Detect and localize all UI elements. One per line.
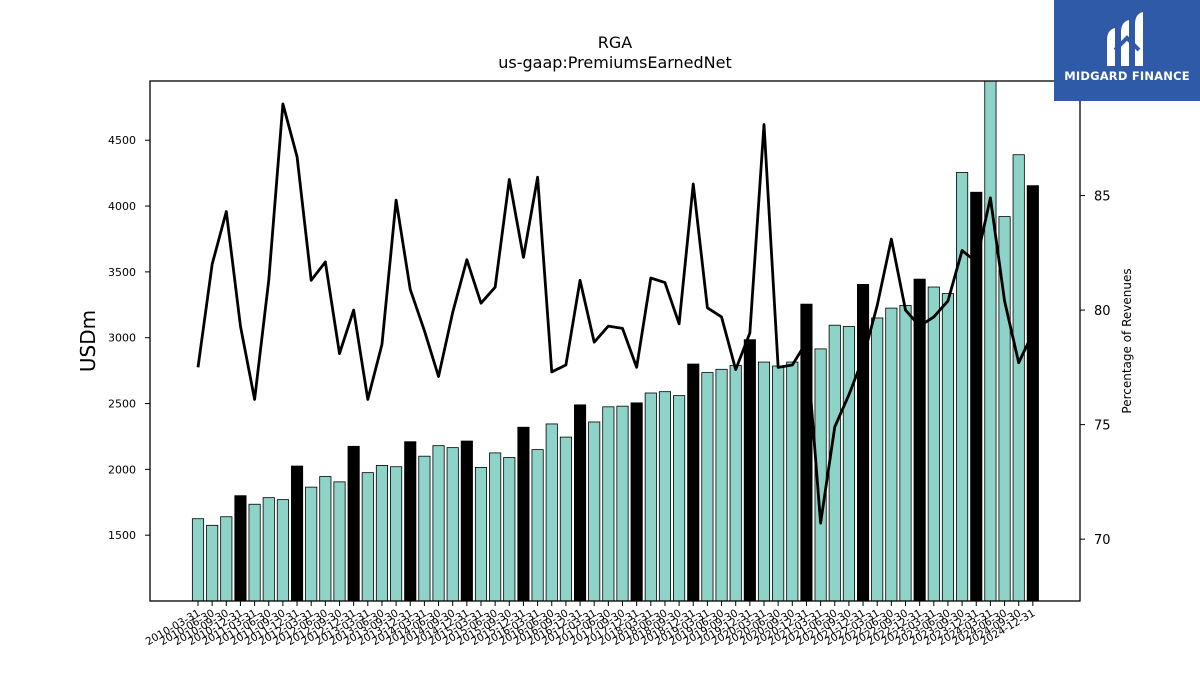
y2-tick-label: 80 — [1094, 304, 1111, 319]
bar — [404, 441, 417, 602]
bar — [701, 372, 714, 602]
bar — [333, 481, 346, 602]
bar — [602, 406, 615, 602]
bar — [347, 445, 360, 602]
y-tick-label: 3000 — [108, 332, 136, 345]
y-tick-label: 2500 — [108, 398, 136, 411]
y-axis-label: USDm — [76, 310, 100, 372]
bar — [715, 368, 728, 602]
bar — [559, 436, 572, 602]
bar — [871, 317, 884, 602]
bar — [956, 172, 969, 602]
x-axis: 2010-03-312010-06-302010-09-302010-12-31… — [144, 601, 1037, 648]
y-axis: 1500 2000 2500 3000 3500 4000 4500 — [108, 134, 150, 542]
bar — [319, 476, 332, 602]
bar — [574, 404, 587, 602]
y2-tick-label: 85 — [1094, 190, 1111, 205]
bar — [517, 426, 530, 602]
bar — [1026, 185, 1039, 602]
bar — [191, 518, 205, 602]
y-tick-label: 2000 — [108, 463, 136, 476]
bar — [503, 457, 516, 602]
bar-series — [191, 80, 1039, 602]
bar — [885, 307, 898, 602]
bar — [489, 452, 502, 602]
bar — [545, 423, 558, 602]
bar — [941, 293, 954, 602]
y2-axis-label: Percentage of Revenues — [1120, 268, 1134, 413]
y2-tick-label: 75 — [1094, 419, 1111, 434]
bar — [729, 364, 742, 602]
bar — [786, 361, 799, 602]
y-tick-label: 4000 — [108, 200, 136, 213]
bar — [658, 391, 671, 602]
bar — [857, 283, 870, 602]
bar — [531, 449, 544, 602]
y-tick-label: 3500 — [108, 266, 136, 279]
bar — [899, 305, 912, 602]
bar — [276, 499, 289, 602]
bar — [206, 524, 219, 602]
bar — [757, 361, 771, 602]
bar — [842, 326, 855, 602]
y2-tick-label: 70 — [1094, 533, 1111, 548]
bar — [644, 392, 657, 602]
bar — [927, 286, 940, 602]
y2-axis: 70 75 80 85 — [1080, 190, 1111, 548]
bar — [984, 80, 997, 602]
chart-title: RGA — [598, 33, 633, 52]
bar — [305, 486, 318, 602]
line-series — [196, 102, 1035, 525]
brand-logo: MIDGARD FINANCE — [1054, 0, 1200, 101]
bar — [970, 191, 983, 602]
chart-subtitle: us-gaap:PremiumsEarnedNet — [498, 53, 732, 72]
logo-mark-icon — [1107, 12, 1143, 66]
bar — [1012, 154, 1025, 602]
bar — [630, 402, 643, 602]
bar — [262, 497, 275, 602]
bar — [743, 339, 756, 602]
bar — [418, 455, 431, 602]
bar — [673, 395, 686, 602]
bar — [290, 465, 304, 602]
bar — [460, 440, 473, 602]
bar — [375, 465, 388, 602]
logo-text: MIDGARD FINANCE — [1064, 69, 1190, 83]
bar — [687, 363, 700, 602]
y-tick-label: 4500 — [108, 134, 136, 147]
bar — [474, 466, 488, 602]
bar — [248, 503, 261, 602]
y-tick-label: 1500 — [108, 529, 136, 542]
bar — [432, 445, 445, 602]
bar — [616, 405, 629, 602]
bar — [772, 365, 785, 602]
bar — [390, 466, 403, 602]
plot-frame — [149, 80, 1081, 602]
bar — [220, 516, 233, 602]
line-mark — [196, 102, 1035, 525]
bar — [588, 421, 601, 602]
bar — [446, 447, 459, 602]
bar — [361, 472, 374, 602]
bar — [234, 495, 247, 602]
